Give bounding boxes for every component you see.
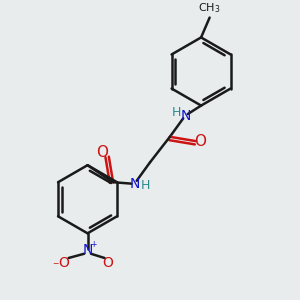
Text: O: O: [194, 134, 206, 148]
Text: $^+$: $^+$: [89, 240, 98, 250]
Text: $^-$: $^-$: [51, 261, 60, 271]
Text: O: O: [102, 256, 113, 270]
Text: N: N: [129, 177, 140, 190]
Text: H: H: [140, 178, 150, 192]
Text: O: O: [58, 256, 69, 270]
Text: O: O: [97, 145, 109, 160]
Text: CH$_3$: CH$_3$: [198, 2, 221, 15]
Text: N: N: [82, 243, 93, 257]
Text: H: H: [172, 106, 181, 119]
Text: N: N: [180, 109, 191, 122]
